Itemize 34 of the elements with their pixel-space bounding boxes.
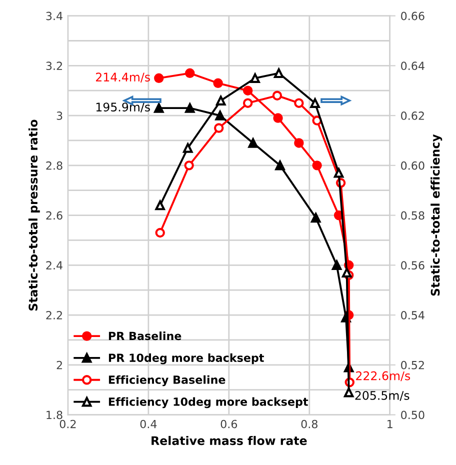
annotation: 214.4m/s bbox=[96, 72, 150, 82]
legend-label: Efficiency Baseline bbox=[108, 375, 226, 386]
y2-axis-title: Static-to-total efficiency bbox=[430, 134, 442, 296]
x-tick-label: 0.8 bbox=[301, 420, 318, 428]
y-tick-label: 2.2 bbox=[46, 311, 62, 320]
y2-tick-label: 0.64 bbox=[401, 62, 424, 70]
y-tick-label: 3 bbox=[56, 112, 62, 120]
legend-label: Efficiency 10deg more backsept bbox=[108, 397, 308, 408]
y-axis-title: Static-to-total pressure ratio bbox=[28, 120, 40, 311]
y2-tick-label: 0.58 bbox=[401, 211, 424, 220]
annotation: 205.5m/s bbox=[355, 391, 410, 401]
y-tick-label: 3.4 bbox=[46, 12, 62, 20]
x-tick-label: 0.2 bbox=[60, 420, 76, 428]
legend-label: PR Baseline bbox=[108, 332, 182, 340]
annotation: 195.9m/s bbox=[96, 102, 150, 112]
y-tick-label: 2.8 bbox=[46, 161, 62, 170]
y-tick-label: 2.4 bbox=[46, 261, 62, 270]
y2-tick-label: 0.60 bbox=[401, 161, 424, 170]
x-tick-label: 1 bbox=[388, 420, 392, 428]
y2-tick-label: 0.66 bbox=[401, 12, 424, 20]
x-axis-title: Relative mass flow rate bbox=[152, 436, 307, 446]
y-tick-label: 1.8 bbox=[46, 410, 62, 420]
y2-tick-label: 0.56 bbox=[401, 261, 424, 270]
y2-tick-label: 0.52 bbox=[401, 360, 424, 370]
y2-tick-label: 0.54 bbox=[401, 311, 424, 320]
y2-tick-label: 0.50 bbox=[401, 410, 424, 420]
annotation: 222.6m/s bbox=[356, 371, 410, 382]
y-tick-label: 2.6 bbox=[46, 211, 62, 220]
x-tick-label: 0.4 bbox=[140, 420, 157, 428]
y-tick-label: 3.2 bbox=[46, 62, 62, 70]
legend-label: PR 10deg more backsept bbox=[108, 353, 264, 364]
y-tick-label: 2 bbox=[56, 360, 62, 370]
y2-tick-label: 0.62 bbox=[401, 112, 424, 120]
x-tick-label: 0.6 bbox=[220, 420, 238, 428]
